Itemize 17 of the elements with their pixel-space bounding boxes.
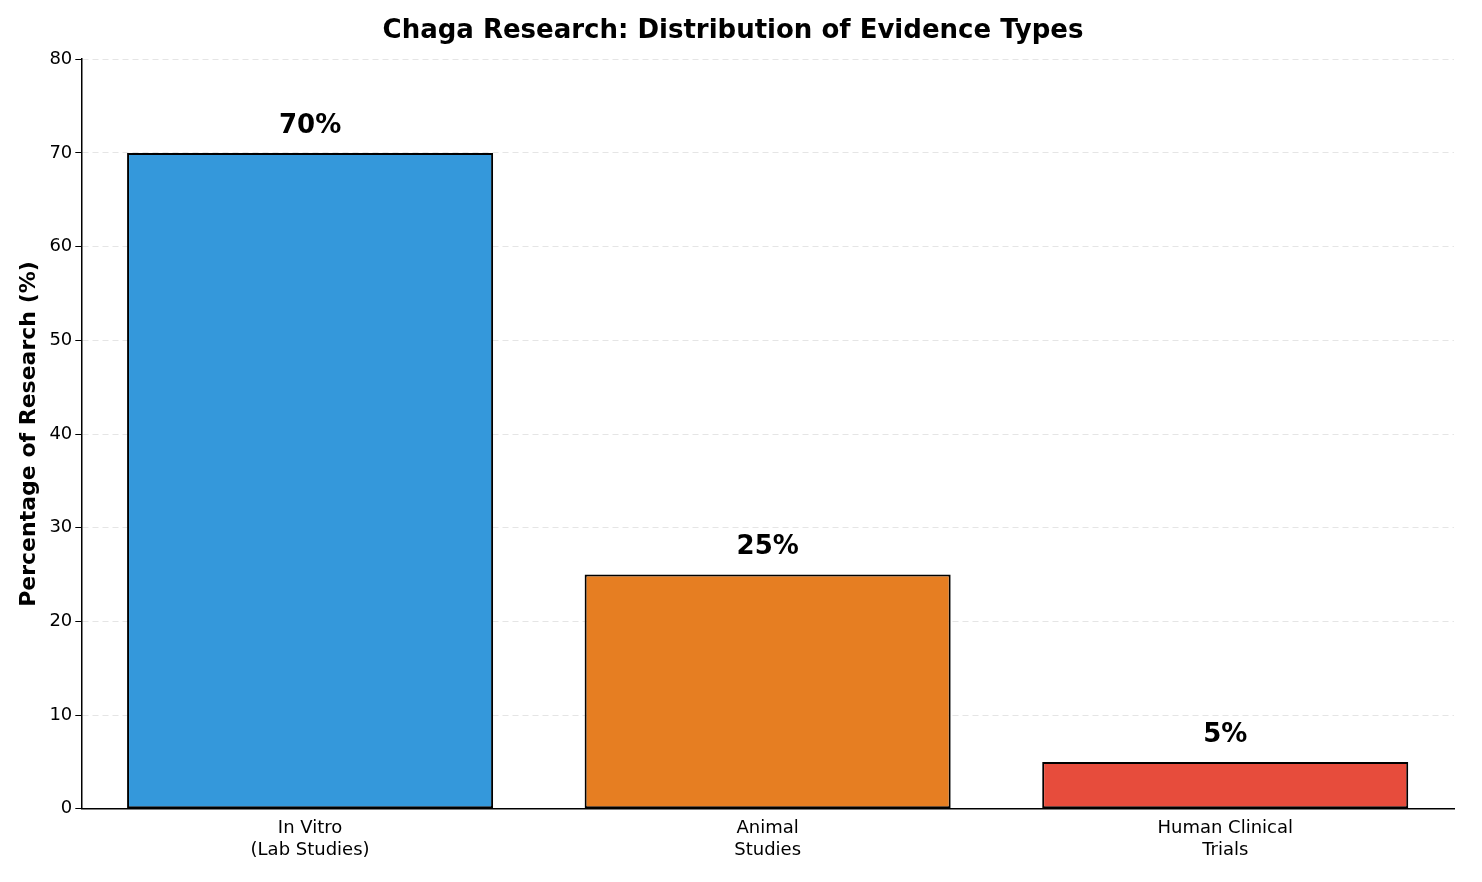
y-tick-label: 10 — [49, 702, 73, 724]
y-axis-title: Percentage of Research (%) — [14, 261, 40, 607]
y-tick-label: 60 — [49, 234, 73, 256]
y-tick-label: 0 — [60, 796, 73, 818]
y-tick-label: 50 — [49, 327, 73, 349]
y-tick-label: 40 — [49, 421, 73, 443]
y-tick-label: 70 — [49, 140, 73, 162]
y-tick-label: 20 — [49, 609, 73, 631]
x-tick-label: In Vitro (Lab Studies) — [250, 816, 370, 859]
data-label: 25% — [736, 530, 799, 561]
data-label: 70% — [278, 108, 342, 139]
x-tick-label: Human Clinical Trials — [1157, 816, 1293, 859]
y-tick-label: 80 — [49, 46, 73, 68]
data-label: 5% — [1203, 717, 1248, 748]
x-tick-label: Animal Studies — [734, 816, 802, 859]
y-tick-label: 30 — [49, 515, 73, 537]
chart-title: Chaga Research: Distribution of Evidence Types — [382, 14, 1084, 45]
